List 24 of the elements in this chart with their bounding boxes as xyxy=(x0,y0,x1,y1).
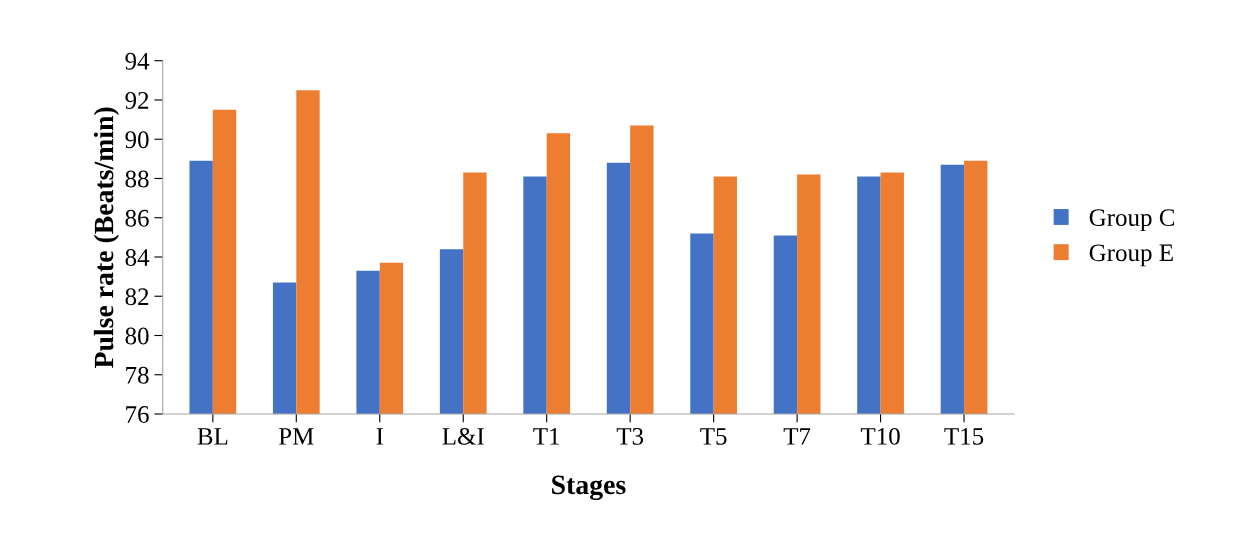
x-tick-label: T10 xyxy=(860,427,900,445)
y-tick-label: 94 xyxy=(125,52,150,70)
y-tick-label: 82 xyxy=(125,288,149,306)
x-axis-title: Stages xyxy=(552,475,626,501)
legend-label: Group C xyxy=(1089,209,1175,232)
x-tick-label: I xyxy=(376,428,384,445)
y-tick-label: 80 xyxy=(125,327,149,345)
y-axis-title: Pulse rate (Beats/min) xyxy=(93,107,120,369)
y-tick-label: 86 xyxy=(125,209,149,227)
x-tick-label: L&I xyxy=(442,427,484,445)
x-tick-label: T3 xyxy=(616,427,644,445)
x-tick-label: T1 xyxy=(533,428,560,445)
x-tick-label: BL xyxy=(197,428,228,445)
x-tick-label: T7 xyxy=(783,428,811,445)
y-tick-label: 90 xyxy=(125,131,149,149)
legend-label: Group E xyxy=(1089,244,1173,267)
y-tick-label: 78 xyxy=(126,366,149,384)
x-tick-label: T15 xyxy=(944,428,984,445)
y-tick-label: 88 xyxy=(125,170,149,188)
y-tick-label: 76 xyxy=(126,406,149,423)
x-tick-label: PM xyxy=(278,428,314,445)
y-tick-label: 84 xyxy=(125,249,150,266)
x-tick-label: T5 xyxy=(700,428,727,445)
y-tick-label: 92 xyxy=(125,92,149,109)
